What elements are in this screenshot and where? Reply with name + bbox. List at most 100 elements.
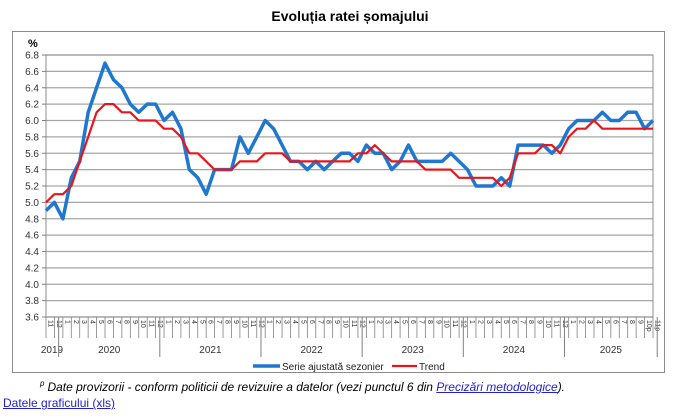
year-label: 2024 [503, 345, 526, 356]
year-label: 2022 [300, 345, 323, 356]
x-tick-label: 7 [114, 320, 121, 324]
y-tick-label: 6.0 [25, 116, 39, 127]
y-tick-label: 3.6 [25, 313, 39, 324]
y-tick-label: 6.4 [25, 83, 39, 94]
x-tick-label: 3 [181, 320, 188, 324]
x-tick-label: 6 [106, 320, 113, 324]
year-label: 2020 [98, 345, 121, 356]
x-tick-label: 10 [443, 320, 450, 328]
x-axis-ticks: 1112123456789101112123456789101112123456… [41, 317, 661, 357]
chart-title: Evoluția ratei șomajului [271, 8, 429, 24]
x-tick-label: 2 [476, 320, 483, 324]
x-tick-label: 3 [283, 320, 290, 324]
x-tick-label: 8 [426, 320, 433, 324]
y-tick-label: 5.4 [25, 165, 39, 176]
footnote: p Date provizorii - conform politicii de … [40, 379, 565, 394]
legend: Serie ajustată sezonier Trend [253, 362, 445, 373]
y-tick-label: 4.8 [25, 214, 39, 225]
x-tick-label: 5 [97, 320, 104, 324]
x-tick-label: 11 [47, 320, 54, 327]
x-tick-label: 2 [375, 320, 382, 324]
x-tick-label: 10p [645, 320, 652, 332]
legend-label-trend: Trend [419, 362, 445, 373]
x-tick-label: 2 [173, 320, 180, 324]
y-tick-label: 6.8 [25, 51, 39, 62]
y-axis-ticks: 6.8 6.6 6.4 6.2 6.0 5.8 5.6 5.4 5.2 5.0 4.8 4.6 4.4 4… [25, 51, 46, 324]
x-tick-label: 9 [637, 320, 644, 324]
y-tick-label: 4.4 [25, 247, 39, 258]
x-tick-label: 7 [417, 320, 424, 324]
x-tick-label: 5 [603, 320, 610, 324]
legend-label-seasonally-adjusted: Serie ajustată sezonier [282, 362, 384, 373]
x-tick-label: 2 [72, 320, 79, 324]
y-tick-label: 6.6 [25, 67, 39, 78]
y-tick-label: 5.8 [25, 132, 39, 143]
x-tick-label: 1 [266, 320, 273, 324]
x-tick-label: 5 [502, 320, 509, 324]
x-tick-label: 6 [308, 320, 315, 324]
methodology-link[interactable]: Precizări metodologice [436, 380, 558, 394]
x-tick-label: 7 [316, 320, 323, 324]
x-tick-label: 7 [620, 320, 627, 324]
series-lines [44, 61, 655, 221]
y-tick-label: 6.2 [25, 100, 39, 111]
y-tick-label: 5.6 [25, 149, 39, 160]
y-axis-unit-label: % [28, 38, 38, 50]
x-tick-label: 9 [232, 320, 239, 324]
x-tick-label: 1 [165, 320, 172, 324]
x-tick-label: 11 [451, 320, 458, 327]
y-tick-label: 5.2 [25, 182, 39, 193]
x-tick-label: 3 [384, 320, 391, 324]
x-tick-label: 4 [493, 320, 500, 324]
x-tick-label: 8 [628, 320, 635, 324]
x-tick-label: 6 [510, 320, 517, 324]
footnote-suffix: ). [557, 380, 566, 394]
x-tick-label: 2 [578, 320, 585, 324]
chart-frame [12, 31, 665, 373]
x-tick-label: 2 [274, 320, 281, 324]
x-tick-label: 1 [63, 320, 70, 324]
y-tick-label: 4.0 [25, 280, 39, 291]
x-tick-label: 1 [468, 320, 475, 324]
year-label: 2021 [199, 345, 222, 356]
x-tick-label: 11 [552, 320, 559, 327]
y-tick-label: 4.6 [25, 231, 39, 242]
series-line-trend [45, 102, 653, 204]
y-tick-label: 4.2 [25, 263, 39, 274]
x-tick-label: 8 [122, 320, 129, 324]
year-label: 2025 [600, 345, 623, 356]
x-tick-label: 3 [485, 320, 492, 324]
x-tick-label: 1 [367, 320, 374, 324]
x-tick-label: 6 [409, 320, 416, 324]
x-tick-label: 7 [215, 320, 222, 324]
line-chart: % 6.8 6.6 6.4 6.2 6.0 5.8 5.6 5.4 5.2 5.0 4.8 4.6 4.… [25, 38, 661, 373]
x-tick-label: 8 [224, 320, 231, 324]
x-tick-label: 9 [535, 320, 542, 324]
x-tick-label: 9 [131, 320, 138, 324]
x-tick-label: 3 [586, 320, 593, 324]
x-tick-label: 8 [325, 320, 332, 324]
year-label: 2019 [41, 345, 64, 356]
x-tick-label: 11 [350, 320, 357, 327]
y-tick-label: 5.0 [25, 198, 39, 209]
x-tick-label: 11 [249, 320, 256, 327]
x-tick-label: 10 [240, 320, 247, 328]
footnote-marker: p [40, 379, 45, 388]
x-tick-label: 10 [342, 320, 349, 328]
x-tick-label: 4 [392, 320, 399, 324]
y-tick-label: 3.8 [25, 296, 39, 307]
x-tick-label: 4 [594, 320, 601, 324]
x-tick-label: 5 [401, 320, 408, 324]
x-tick-label: 4 [291, 320, 298, 324]
x-tick-label: 4 [190, 320, 197, 324]
x-tick-label: 7 [519, 320, 526, 324]
x-tick-label: 6 [611, 320, 618, 324]
gridlines [45, 54, 654, 318]
chart-data-xls-link[interactable]: Datele graficului (xls) [3, 396, 116, 410]
series-line-seasonally-adjusted [44, 61, 655, 221]
x-tick-label: 9 [333, 320, 340, 324]
x-tick-label: 11 [148, 320, 155, 327]
x-tick-label: 4 [89, 320, 96, 324]
footnote-text: Date provizorii - conform politicii de r… [47, 380, 437, 394]
x-tick-label: 1 [569, 320, 576, 324]
